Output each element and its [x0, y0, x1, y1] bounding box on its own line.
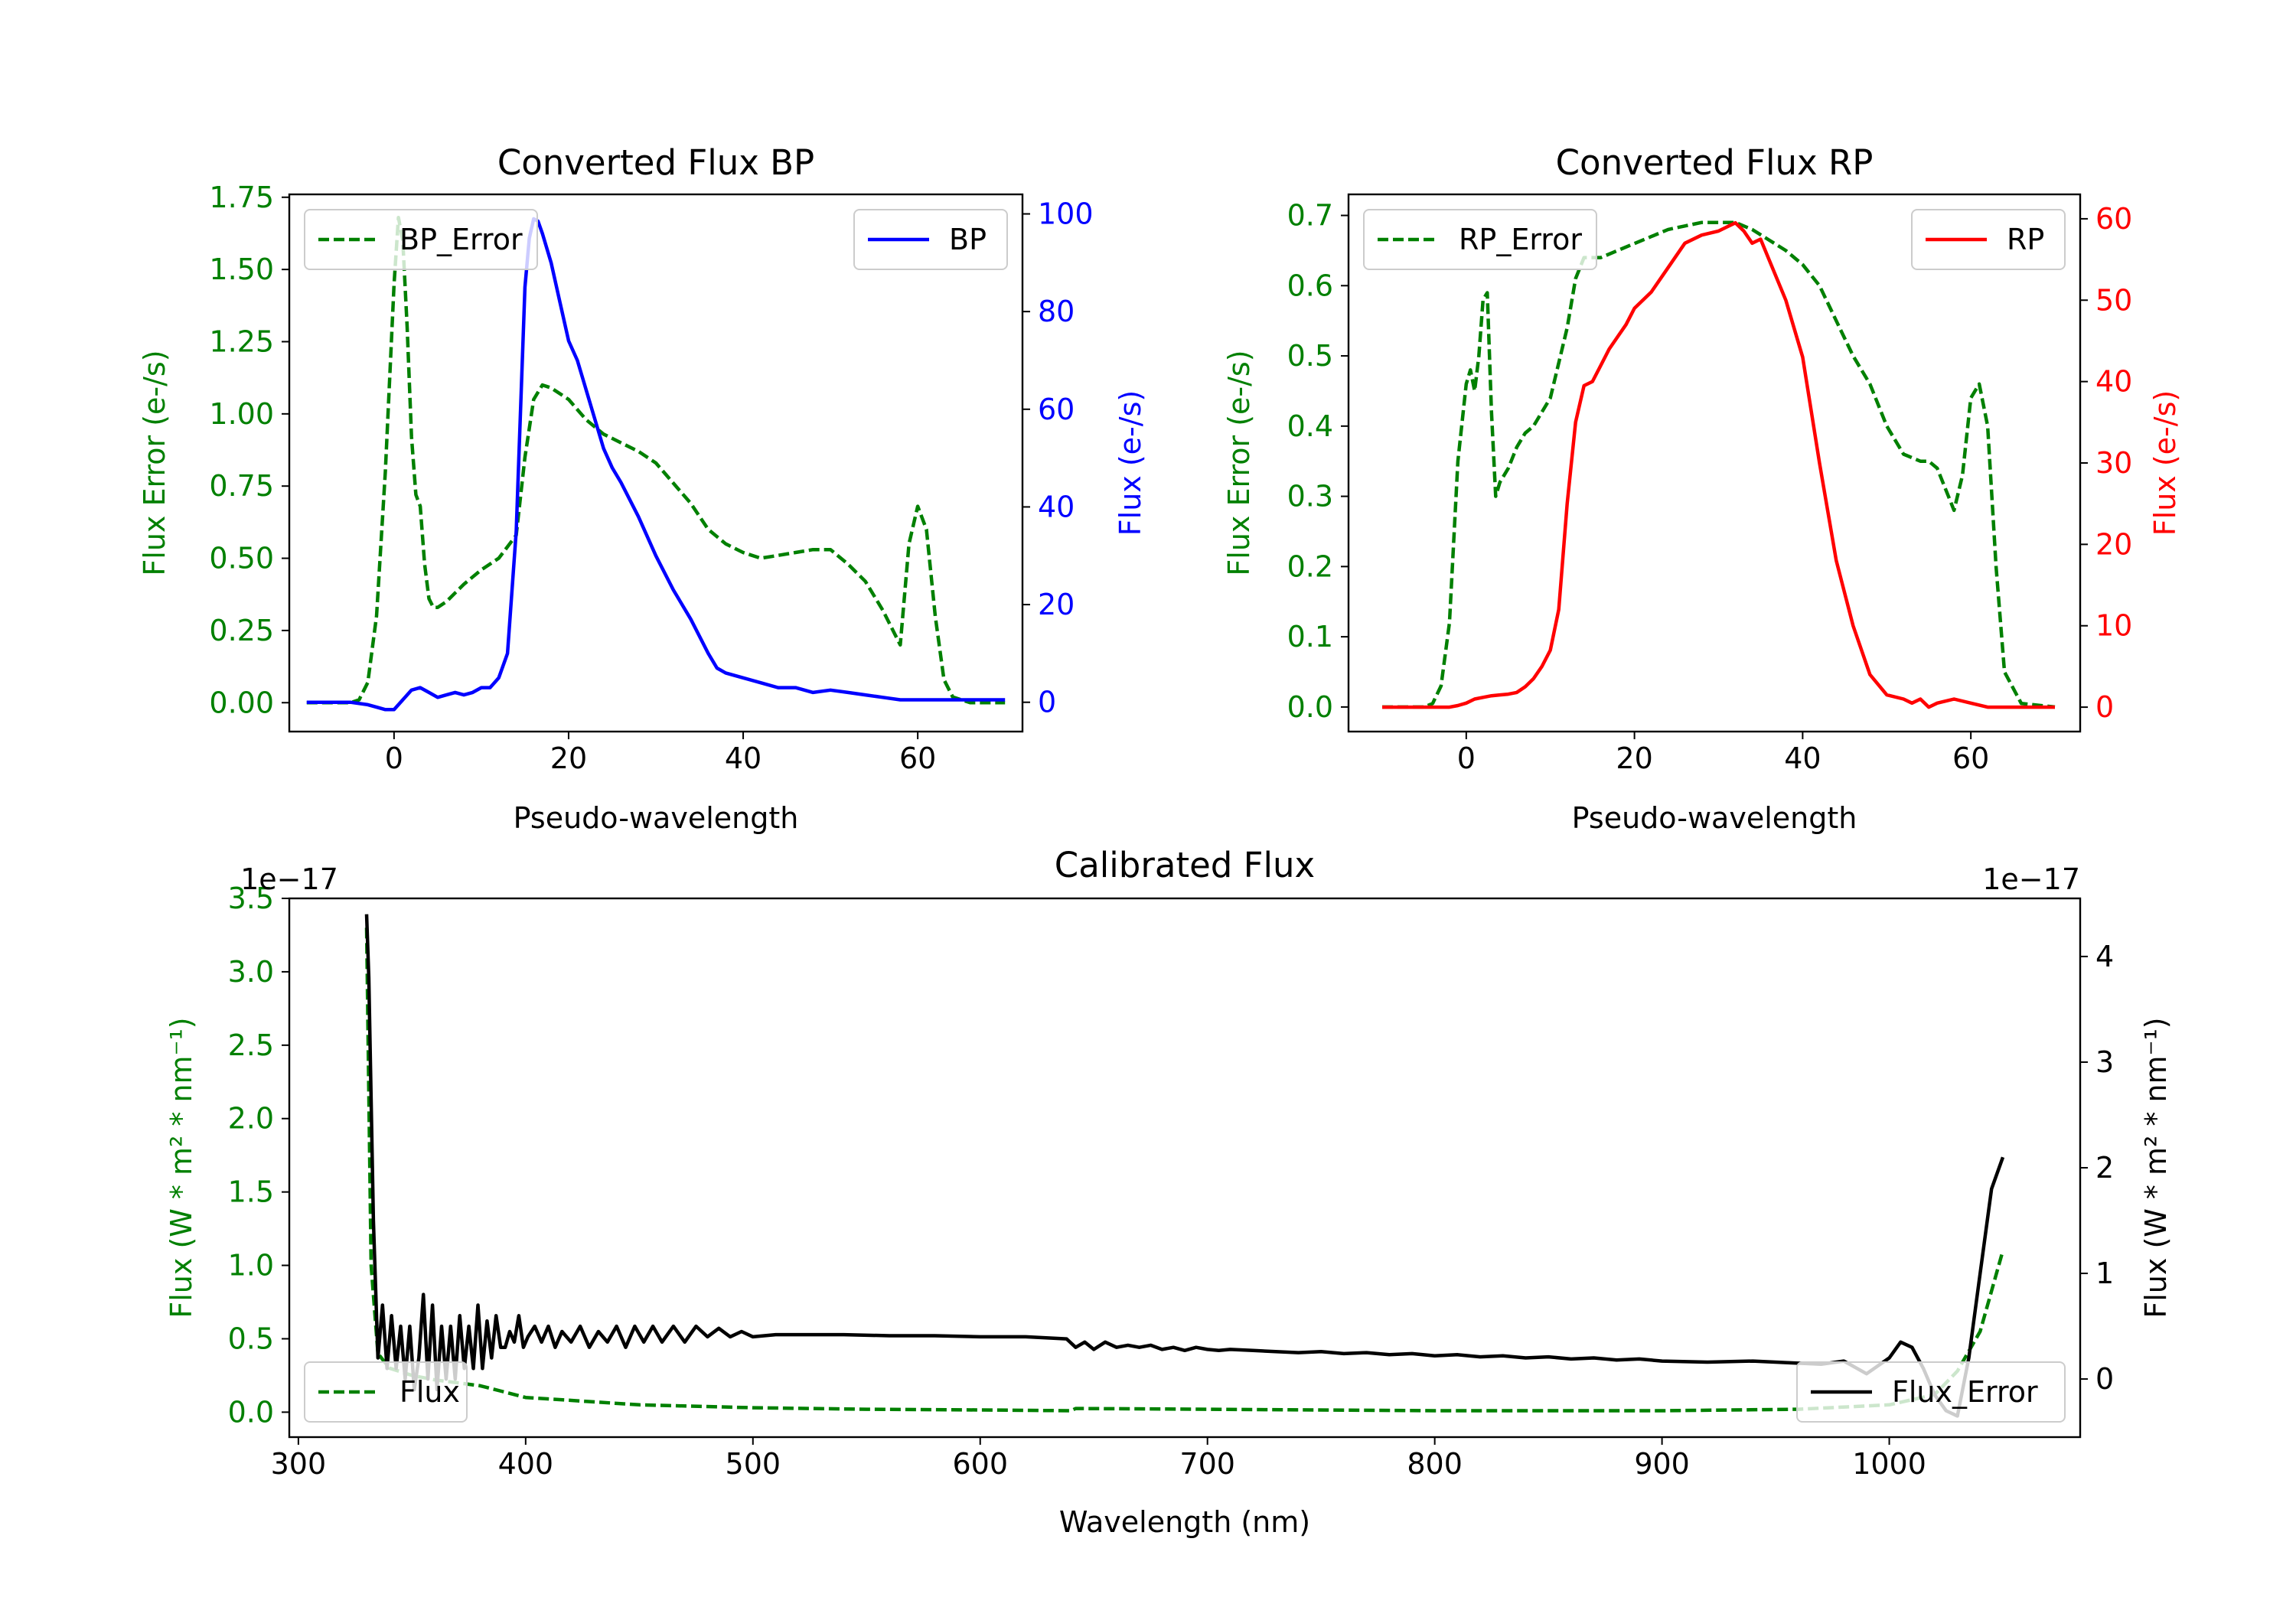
right-tick-label: 2 [2095, 1151, 2114, 1185]
left-tick-label: 0.6 [1287, 269, 1333, 302]
left-tick-label: 3.5 [228, 882, 274, 915]
x-tick-label: 20 [1616, 742, 1652, 775]
x-axis-label: Pseudo-wavelength [514, 801, 799, 835]
right-tick-label: 60 [1038, 393, 1075, 426]
right-tick-label: 30 [2095, 446, 2132, 480]
plot-frame [288, 193, 1024, 733]
x-axis-label: Pseudo-wavelength [1572, 801, 1857, 835]
legend-box [1796, 1361, 2066, 1423]
legend-box [304, 209, 538, 270]
series-line-bp-error [306, 215, 1006, 705]
x-tick-label: 60 [899, 742, 936, 775]
right-tick-label: 80 [1038, 295, 1075, 328]
left-axis-label: Flux Error (e-/s) [138, 350, 171, 575]
left-tick-label: 0.3 [1287, 480, 1333, 513]
left-axis-label: Flux Error (e-/s) [1222, 350, 1256, 575]
right-tick-label: 0 [2095, 1362, 2114, 1396]
right-axis-label: Flux (e-/s) [1114, 390, 1147, 536]
left-tick-label: 0.7 [1287, 199, 1333, 233]
x-tick-label: 1000 [1852, 1447, 1926, 1481]
legend-box [304, 1361, 468, 1423]
chart-title: Calibrated Flux [1055, 845, 1315, 885]
legend-label: Flux_Error [1892, 1375, 2038, 1409]
left-tick-label: 1.00 [209, 397, 274, 431]
left-tick-label: 0.0 [1287, 690, 1333, 724]
chart-title: Converted Flux BP [497, 142, 814, 183]
x-tick-label: 0 [385, 742, 403, 775]
legend-flux: Flux [304, 1361, 468, 1423]
panel-converted-flux-bp: 0 20 40 60 0.00 0.25 0.50 0.75 1.00 1.25 1.50 1.75 0… [138, 142, 1147, 835]
x-tick-label: 20 [550, 742, 587, 775]
left-tick-label: 1.50 [209, 253, 274, 286]
left-tick-label: 2.0 [228, 1102, 274, 1136]
legend-box [1911, 209, 2066, 270]
right-tick-label: 1 [2095, 1257, 2114, 1290]
left-tick-label: 1.0 [228, 1249, 274, 1283]
legend-flux-error: Flux_Error [1796, 1361, 2066, 1423]
chart-title: Converted Flux RP [1556, 142, 1874, 183]
left-tick-label: 0.75 [209, 469, 274, 503]
x-tick-label: 40 [1784, 742, 1821, 775]
left-tick-label: 3.0 [228, 955, 274, 989]
right-tick-label: 20 [1038, 588, 1075, 621]
left-tick-label: 0.2 [1287, 549, 1333, 583]
legend-label: RP [2007, 223, 2044, 256]
series-line-rp [1382, 220, 2055, 709]
right-tick-label: 10 [2095, 609, 2132, 643]
panel-calibrated-flux: 300 400 500 600 700 800 900 1000 0.0 0.5 1.0 1.5 2.0… [165, 845, 2173, 1539]
right-tick-label: 4 [2095, 940, 2114, 973]
left-tick-label: 2.5 [228, 1028, 274, 1062]
legend-label: RP_Error [1459, 223, 1582, 256]
left-tick-label: 1.75 [209, 181, 274, 214]
x-tick-label: 300 [271, 1447, 327, 1481]
left-axis-label: Flux (W * m² * nm⁻¹) [165, 1017, 198, 1318]
left-tick-label: 0.5 [228, 1322, 274, 1355]
x-tick-label: 900 [1634, 1447, 1690, 1481]
left-axis-offset-label: 1e−17 [240, 862, 338, 896]
x-tick-label: 40 [725, 742, 762, 775]
x-tick-label: 500 [726, 1447, 781, 1481]
left-tick-label: 0.50 [209, 542, 274, 575]
right-axis-label: Flux (e-/s) [2148, 390, 2182, 536]
legend-bp: BP [853, 209, 1008, 270]
right-tick-label: 3 [2095, 1045, 2114, 1079]
left-tick-label: 0.1 [1287, 620, 1333, 654]
right-tick-label: 40 [2095, 365, 2132, 399]
series-line-bp [306, 217, 1006, 712]
series-line-rp-error [1382, 220, 2056, 709]
x-tick-label: 800 [1407, 1447, 1463, 1481]
legend-label: Flux [400, 1375, 460, 1409]
x-tick-label: 600 [952, 1447, 1008, 1481]
x-tick-label: 60 [1952, 742, 1989, 775]
left-tick-label: 1.5 [228, 1175, 274, 1209]
panel-converted-flux-rp: 0 20 40 60 0.0 0.1 0.2 0.3 0.4 0.5 0.6 0.7 0 10 20 30 40… [1222, 142, 2182, 835]
right-tick-label: 0 [2095, 690, 2114, 724]
left-tick-label: 0.5 [1287, 339, 1333, 373]
left-tick-label: 0.00 [209, 686, 274, 719]
right-tick-label: 40 [1038, 490, 1075, 523]
left-tick-label: 0.4 [1287, 409, 1333, 443]
legend-box [1363, 209, 1597, 270]
right-tick-label: 0 [1038, 686, 1056, 719]
right-tick-label: 100 [1038, 197, 1094, 231]
right-tick-label: 20 [2095, 527, 2132, 561]
left-tick-label: 0.0 [228, 1395, 274, 1429]
right-axis-offset-label: 1e−17 [1982, 862, 2080, 896]
legend-rp-error: RP_Error [1363, 209, 1597, 270]
x-tick-label: 0 [1457, 742, 1476, 775]
right-axis-label: Flux (W * m² * nm⁻¹) [2139, 1017, 2173, 1318]
legend-label: BP [949, 223, 987, 256]
right-tick-label: 60 [2095, 202, 2132, 236]
x-tick-label: 400 [498, 1447, 554, 1481]
left-tick-label: 1.25 [209, 324, 274, 358]
x-tick-label: 700 [1179, 1447, 1235, 1481]
legend-bp-error: BP_Error [304, 209, 538, 270]
right-tick-label: 50 [2095, 283, 2132, 317]
legend-rp: RP [1911, 209, 2066, 270]
left-tick-label: 0.25 [209, 614, 274, 647]
legend-box [853, 209, 1008, 270]
x-axis-label: Wavelength (nm) [1059, 1505, 1310, 1539]
legend-label: BP_Error [400, 223, 523, 256]
